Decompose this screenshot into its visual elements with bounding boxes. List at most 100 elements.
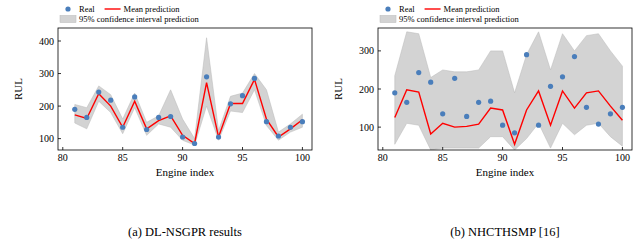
y-tick-label: 400: [39, 36, 54, 47]
legend-swatch: [385, 6, 390, 11]
mean-line: [75, 79, 303, 143]
x-tick: [382, 147, 383, 150]
point: [84, 115, 89, 120]
legend: Real Mean prediction95% confidence interv…: [380, 4, 519, 24]
point: [464, 114, 469, 119]
point: [264, 119, 269, 124]
legend-item: Real: [65, 4, 95, 14]
legend-label: 95% confidence interval prediction: [79, 14, 199, 24]
point: [168, 114, 173, 119]
y-tick-label: 100: [359, 122, 374, 133]
legend-swatch: [60, 16, 76, 23]
caption: (b) NHCTHSMP [16]: [450, 225, 559, 239]
point: [132, 94, 137, 99]
plot-frame: [58, 28, 312, 150]
point: [240, 93, 245, 98]
point: [392, 90, 397, 95]
x-tick-label: 100: [615, 152, 630, 163]
caption: (a) DL-NSGPR results: [128, 225, 242, 239]
point: [156, 115, 161, 120]
x-tick-label: 90: [178, 152, 188, 163]
x-tick: [62, 147, 63, 150]
y-tick: [378, 89, 381, 90]
legend-label: Real: [79, 4, 95, 14]
y-tick-label: 300: [359, 45, 374, 56]
x-tick-label: 90: [498, 152, 508, 163]
point: [608, 111, 613, 116]
point: [440, 111, 445, 116]
legend-item: Mean prediction: [105, 4, 181, 14]
legend-label: Real: [399, 4, 415, 14]
plot-area: [72, 38, 305, 146]
y-tick-label: 200: [39, 101, 54, 112]
legend-label: Mean prediction: [444, 4, 501, 14]
y-tick: [58, 106, 61, 107]
x-tick: [622, 147, 623, 150]
point: [216, 134, 221, 139]
point: [288, 125, 293, 130]
panel: 80859095100100200300400Engine indexRUL(a…: [12, 4, 312, 239]
x-tick-label: 80: [378, 152, 388, 163]
point: [500, 123, 505, 128]
point: [584, 105, 589, 110]
x-tick-label: 95: [238, 152, 248, 163]
plot-frame: [378, 28, 632, 150]
x-axis-label: Engine index: [476, 166, 535, 178]
point: [548, 84, 553, 89]
x-tick: [242, 147, 243, 150]
x-tick: [562, 147, 563, 150]
legend-swatch: [105, 8, 121, 9]
x-tick: [302, 147, 303, 150]
legend-swatch: [65, 6, 70, 11]
point: [404, 100, 409, 105]
point: [96, 89, 101, 94]
legend-label: Mean prediction: [124, 4, 181, 14]
y-tick-label: 200: [359, 84, 374, 95]
point: [512, 130, 517, 135]
point: [560, 74, 565, 79]
legend-item: Mean prediction: [425, 4, 501, 14]
y-axis-label: RUL: [12, 78, 24, 100]
confidence-band: [75, 38, 303, 145]
point: [72, 107, 77, 112]
point: [252, 76, 257, 81]
y-tick: [58, 73, 61, 74]
point: [476, 100, 481, 105]
point: [144, 127, 149, 132]
point: [180, 134, 185, 139]
point: [620, 105, 625, 110]
y-tick: [58, 41, 61, 42]
point: [536, 123, 541, 128]
x-tick: [502, 147, 503, 150]
x-tick-label: 85: [438, 152, 448, 163]
y-tick-label: 300: [39, 68, 54, 79]
y-axis-label: RUL: [332, 78, 344, 100]
point: [300, 119, 305, 124]
legend-swatch: [425, 8, 441, 9]
point: [596, 121, 601, 126]
legend-item: 95% confidence interval prediction: [380, 14, 519, 24]
x-tick-label: 100: [295, 152, 310, 163]
point: [120, 125, 125, 130]
x-axis-label: Engine index: [156, 166, 215, 178]
x-tick: [182, 147, 183, 150]
plot-area: [392, 32, 625, 150]
point: [204, 74, 209, 79]
confidence-band: [395, 32, 623, 150]
y-tick: [378, 127, 381, 128]
x-tick-label: 80: [58, 152, 68, 163]
y-tick: [58, 138, 61, 139]
point: [192, 141, 197, 146]
point: [488, 99, 493, 104]
point: [228, 101, 233, 106]
point: [452, 76, 457, 81]
y-tick: [378, 50, 381, 51]
x-tick: [122, 147, 123, 150]
point: [276, 133, 281, 138]
legend-swatch: [380, 16, 396, 23]
point: [524, 52, 529, 57]
legend-item: Real: [385, 4, 415, 14]
y-tick-label: 100: [39, 133, 54, 144]
legend-label: 95% confidence interval prediction: [399, 14, 519, 24]
figure: 80 85 90 95 100 100 200 300 400 Engine index RUL (a…: [0, 0, 640, 245]
